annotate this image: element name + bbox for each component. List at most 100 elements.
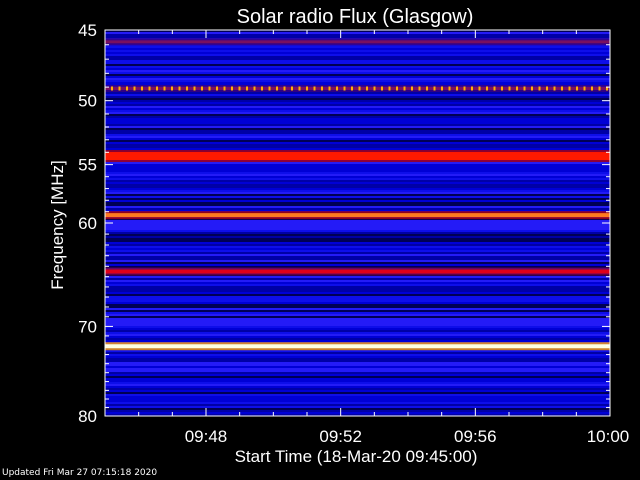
noise-row	[105, 186, 610, 188]
noise-row	[105, 378, 610, 380]
noise-row	[105, 262, 610, 264]
noise-row	[105, 184, 610, 186]
noise-row	[105, 254, 610, 256]
interference-dot	[306, 86, 308, 91]
noise-row	[105, 220, 610, 222]
noise-row	[105, 130, 610, 132]
noise-row	[105, 78, 610, 80]
y-tick-label: 80	[78, 407, 97, 426]
noise-row	[105, 54, 610, 56]
noise-row	[105, 380, 610, 382]
noise-row	[105, 32, 610, 34]
interference-dot	[568, 86, 571, 91]
noise-row	[105, 114, 610, 116]
interference-dot	[141, 86, 143, 91]
noise-row	[105, 190, 610, 192]
noise-row	[105, 400, 610, 402]
x-tick-label: 09:52	[319, 427, 362, 446]
noise-row	[105, 316, 610, 318]
noise-row	[105, 136, 610, 138]
noise-row	[105, 82, 610, 84]
interference-dot	[403, 86, 406, 91]
interference-dot	[591, 86, 593, 91]
noise-row	[105, 68, 610, 70]
noise-row	[105, 236, 610, 238]
interference-dot	[553, 86, 556, 91]
noise-row	[105, 412, 610, 414]
plot-area	[104, 29, 611, 417]
noise-row	[105, 234, 610, 236]
interference-dot	[208, 86, 211, 91]
noise-row	[105, 404, 610, 406]
noise-row	[105, 208, 610, 210]
noise-row	[105, 372, 610, 374]
interference-dot	[441, 86, 443, 91]
noise-row	[105, 240, 610, 242]
interference-dot	[388, 86, 391, 91]
noise-row	[105, 250, 610, 252]
interference-dot	[126, 86, 128, 91]
noise-row	[105, 48, 610, 50]
interference-dot	[523, 86, 526, 91]
noise-row	[105, 334, 610, 336]
noise-row	[105, 122, 610, 124]
noise-row	[105, 282, 610, 284]
interference-dot	[606, 86, 608, 91]
noise-row	[105, 294, 610, 296]
noise-row	[105, 258, 610, 260]
noise-row	[105, 74, 610, 76]
emission-band	[105, 40, 610, 44]
x-tick-label: 09:56	[454, 427, 497, 446]
interference-dot	[471, 86, 473, 91]
noise-row	[105, 174, 610, 176]
interference-dot	[486, 86, 488, 91]
noise-row	[105, 388, 610, 390]
y-axis: 45 50 55 60 70 80	[78, 21, 610, 426]
noise-row	[105, 242, 610, 244]
emission-band	[105, 86, 610, 90]
interference-dot	[193, 86, 196, 91]
noise-row	[105, 168, 610, 170]
noise-row	[105, 350, 610, 352]
noise-row	[105, 50, 610, 52]
noise-row	[105, 364, 610, 366]
interference-dot	[186, 86, 188, 91]
noise-row	[105, 210, 610, 212]
noise-row	[105, 314, 610, 316]
noise-row	[105, 204, 610, 206]
noise-row	[105, 162, 610, 164]
interference-dot	[201, 86, 203, 91]
noise-row	[105, 308, 610, 310]
noise-row	[105, 194, 610, 196]
noise-row	[105, 382, 610, 384]
interference-dot	[358, 86, 361, 91]
interference-dot	[223, 86, 226, 91]
noise-row	[105, 392, 610, 394]
noise-row	[105, 256, 610, 258]
noise-row	[105, 298, 610, 300]
interference-dot	[598, 86, 601, 91]
interference-dot	[396, 86, 398, 91]
noise-row	[105, 200, 610, 202]
noise-row	[105, 290, 610, 292]
noise-row	[105, 286, 610, 288]
noise-row	[105, 198, 610, 200]
noise-row	[105, 104, 610, 106]
noise-row	[105, 116, 610, 118]
noise-row	[105, 328, 610, 330]
noise-row	[105, 196, 610, 198]
noise-row	[105, 252, 610, 254]
interference-dot	[171, 86, 173, 91]
interference-dot	[426, 86, 428, 91]
interference-dot	[366, 86, 368, 91]
y-tick-label: 70	[78, 317, 97, 336]
interference-dot	[246, 86, 248, 91]
noise-row	[105, 182, 610, 184]
noise-row	[105, 98, 610, 100]
noise-row	[105, 226, 610, 228]
noise-row	[105, 132, 610, 134]
y-tick-label: 55	[78, 156, 97, 175]
noise-row	[105, 318, 610, 320]
interference-dot	[508, 86, 511, 91]
noise-row	[105, 178, 610, 180]
